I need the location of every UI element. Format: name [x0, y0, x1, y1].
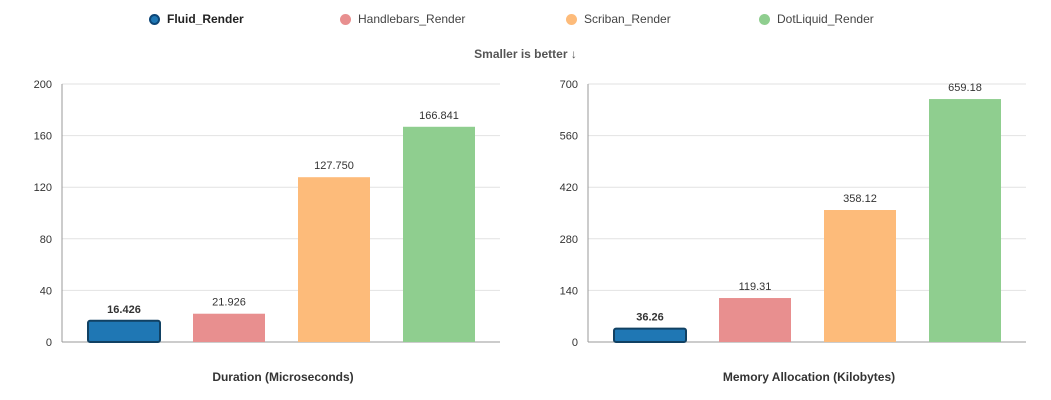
legend-item-0[interactable]: Fluid_Render: [149, 12, 244, 26]
chart-title: Duration (Microseconds): [212, 370, 353, 384]
legend-label-1: Handlebars_Render: [358, 12, 466, 26]
legend-item-1[interactable]: Handlebars_Render: [340, 12, 465, 26]
bar-scriban-render[interactable]: [824, 210, 896, 342]
y-tick-label: 160: [34, 131, 52, 143]
bar-handlebars-render[interactable]: [719, 298, 791, 342]
legend-label-3: DotLiquid_Render: [777, 12, 874, 26]
y-tick-label: 40: [40, 285, 52, 297]
legend-swatch-3: [759, 13, 770, 25]
legend-label-2: Scriban_Render: [584, 12, 671, 26]
y-tick-label: 120: [34, 182, 52, 194]
legend-item-2[interactable]: Scriban_Render: [566, 12, 671, 26]
legend-swatch-1: [340, 13, 351, 25]
legend-item-3[interactable]: DotLiquid_Render: [759, 12, 874, 26]
bar-handlebars-render[interactable]: [193, 313, 265, 342]
legend-swatch-2: [566, 13, 577, 25]
bar-fluid-render[interactable]: [87, 319, 161, 343]
bar-value-label: 127.750: [314, 160, 354, 172]
bar-value-label: 16.426: [107, 304, 141, 316]
bar-dotliquid-render[interactable]: [403, 126, 475, 342]
bar-value-label: 21.926: [212, 297, 246, 309]
legend-swatch-0: [149, 13, 160, 25]
bar-dotliquid-render[interactable]: [929, 99, 1001, 343]
y-tick-label: 80: [40, 234, 52, 246]
chart-subtitle: Smaller is better ↓: [474, 47, 577, 61]
bar-scriban-render[interactable]: [298, 177, 370, 342]
legend-label-0: Fluid_Render: [167, 12, 244, 26]
y-tick-label: 200: [34, 79, 52, 91]
bar-fluid-render[interactable]: [613, 327, 687, 343]
bar-value-label: 166.841: [419, 110, 459, 122]
y-tick-label: 0: [46, 337, 52, 349]
legend: Fluid_Render Handlebars_Render Scriban_R…: [0, 12, 1051, 34]
